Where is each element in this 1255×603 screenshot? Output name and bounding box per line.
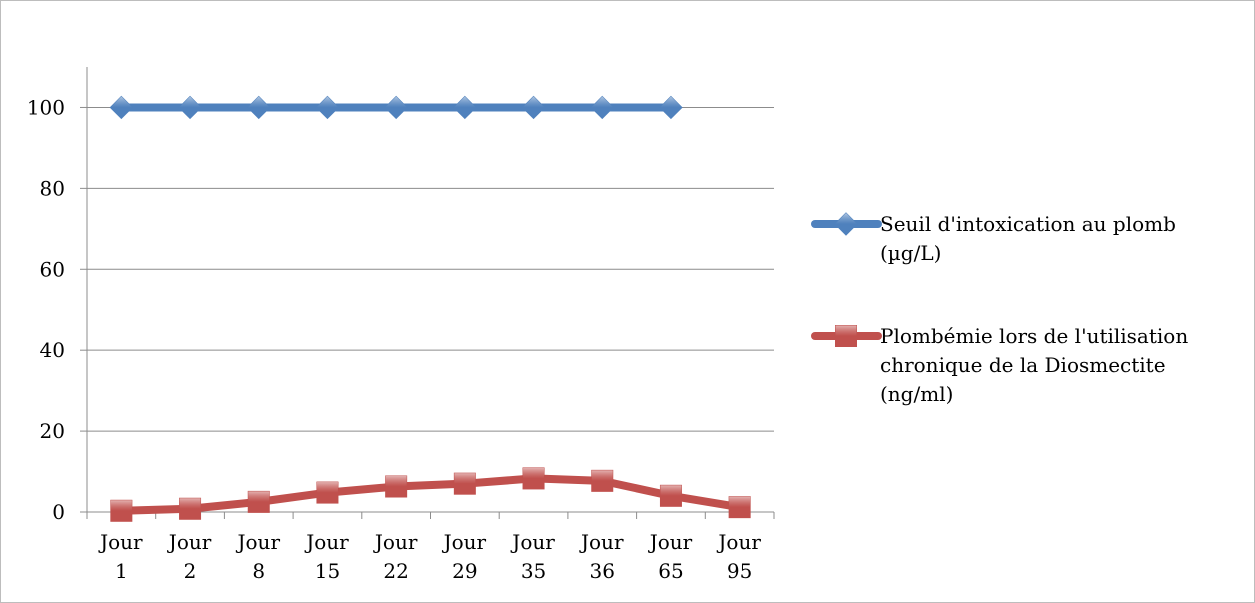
- x-tick-label: Jour 95: [716, 530, 761, 583]
- legend-marker-2-shade: [835, 325, 857, 347]
- legend-label-line: (µg/L): [880, 241, 941, 265]
- x-tick-label-line: Jour: [716, 530, 761, 554]
- series-1-point-shade: [247, 96, 270, 119]
- x-tick-label-line: Jour: [648, 530, 693, 554]
- series-1-point-shade: [659, 96, 682, 119]
- x-tick-label-line: 15: [315, 559, 340, 583]
- series-2-point-shade: [729, 496, 751, 518]
- series-2-point-shade: [385, 476, 407, 498]
- legend-label-1: Seuil d'intoxication au plomb (µg/L): [880, 212, 1176, 265]
- series-2-point-shade: [248, 491, 270, 513]
- y-tick-label: 0: [52, 500, 65, 524]
- series-1-point-shade: [179, 96, 202, 119]
- x-tick-label: Jour 2: [167, 530, 212, 583]
- x-tick-label-line: 8: [252, 559, 265, 583]
- x-tick-label-line: Jour: [236, 530, 281, 554]
- x-tick-label-line: Jour: [304, 530, 349, 554]
- x-tick-label-line: 2: [184, 559, 197, 583]
- x-tick-label-line: 35: [521, 559, 546, 583]
- x-tick-label-line: Jour: [579, 530, 624, 554]
- series-1-point-shade: [522, 96, 545, 119]
- x-tick-label: Jour 1: [98, 530, 143, 583]
- x-tick-label-line: 29: [452, 559, 477, 583]
- series-1-point-shade: [316, 96, 339, 119]
- x-tick-label-line: Jour: [510, 530, 555, 554]
- series-2-point-shade: [179, 498, 201, 520]
- y-tick-label: 40: [40, 338, 65, 362]
- x-tick-label-line: 1: [115, 559, 128, 583]
- legend-label-2: Plombémie lors de l'utilisation chronique…: [880, 324, 1188, 406]
- x-tick-label-line: 22: [383, 559, 408, 583]
- x-tick-label-line: 36: [590, 559, 615, 583]
- series-1-point-shade: [110, 96, 133, 119]
- x-tick-label: Jour 35: [510, 530, 555, 583]
- series-1-point-shade: [453, 96, 476, 119]
- series-2-point-shade: [110, 500, 132, 522]
- series-2-point-shade: [660, 485, 682, 507]
- legend-label-line: (ng/ml): [880, 382, 953, 406]
- legend-label-line: Seuil d'intoxication au plomb: [880, 212, 1176, 236]
- x-tick-label-line: 95: [727, 559, 752, 583]
- y-tick-label: 80: [40, 176, 65, 200]
- x-tick-label-line: Jour: [98, 530, 143, 554]
- series-2-point-shade: [591, 470, 613, 492]
- series-2-line: [117, 474, 744, 515]
- legend-marker-1-shade: [835, 213, 857, 235]
- legend-label-line: Plombémie lors de l'utilisation: [880, 324, 1188, 348]
- legend-label-line: chronique de la Diosmectite: [880, 353, 1166, 377]
- x-tick-label: Jour 29: [442, 530, 487, 583]
- x-tick-label: Jour 15: [304, 530, 349, 583]
- y-tick-label: 20: [40, 419, 65, 443]
- series-2-point-shade: [316, 482, 338, 504]
- y-tick-label: 100: [27, 95, 65, 119]
- x-tick-label-line: 65: [658, 559, 683, 583]
- series-2-point-shade: [523, 467, 545, 489]
- y-tick-label: 60: [40, 257, 65, 281]
- x-tick-label-line: Jour: [442, 530, 487, 554]
- x-tick-label-line: Jour: [167, 530, 212, 554]
- series-1-point-shade: [385, 96, 408, 119]
- x-tick-label: Jour 36: [579, 530, 624, 583]
- x-tick-label-line: Jour: [373, 530, 418, 554]
- x-tick-label: Jour 8: [236, 530, 281, 583]
- series-1-point-shade: [591, 96, 614, 119]
- series-2-point-shade: [454, 473, 476, 495]
- x-tick-label: Jour 22: [373, 530, 418, 583]
- x-tick-label: Jour 65: [648, 530, 693, 583]
